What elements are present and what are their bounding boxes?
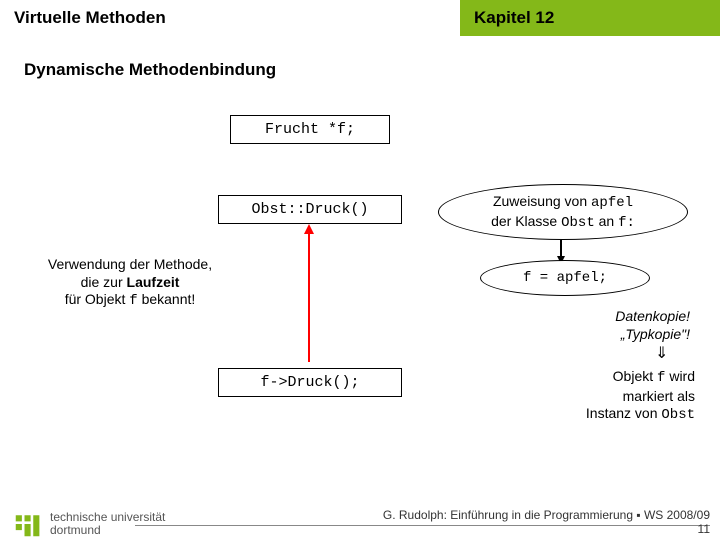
header-title-right: Kapitel 12 — [460, 0, 720, 36]
result-l1-pre: Objekt — [613, 368, 657, 384]
ellipse-assignment-note: Zuweisung von apfel der Klasse Obst an f… — [438, 184, 688, 240]
assign-note-l2-pre: der Klasse — [491, 213, 561, 229]
arrow-up-head — [304, 224, 314, 234]
diagram-area: Frucht *f; Obst::Druck() f->Druck(); Zuw… — [0, 80, 720, 460]
assign-note-l2-code: Obst — [561, 215, 595, 231]
assign-note-l1-code: apfel — [591, 195, 633, 211]
result-l1-post: wird — [665, 368, 695, 384]
box-call: f->Druck(); — [218, 368, 402, 397]
result-l2: markiert als — [623, 388, 695, 404]
box-method: Obst::Druck() — [218, 195, 402, 224]
university-logo: technische universität dortmund — [14, 510, 165, 538]
assign-code-text: f = apfel; — [523, 269, 607, 287]
result-l3-code: Obst — [661, 407, 695, 423]
usage-l2-pre: die zur — [81, 274, 127, 290]
tu-logo-icon — [14, 510, 42, 538]
page-number: 11 — [698, 522, 710, 536]
datenkopie-l1: Datenkopie! — [615, 308, 690, 324]
assign-note-l2-mid: an — [595, 213, 618, 229]
datenkopie-l2: „Typkopie"! — [621, 326, 690, 342]
slide-header: Virtuelle Methoden Kapitel 12 — [0, 0, 720, 36]
usage-l2-b: Laufzeit — [127, 274, 180, 290]
uni-line2: dortmund — [50, 523, 101, 537]
implies-symbol: ⇓ — [655, 344, 668, 364]
arrow-up-line — [308, 230, 310, 362]
datenkopie-text: Datenkopie! „Typkopie"! — [560, 308, 690, 343]
box-declaration: Frucht *f; — [230, 115, 390, 144]
assign-note-l1-pre: Zuweisung von — [493, 193, 591, 209]
usage-l3-pre: für Objekt — [65, 291, 130, 307]
slide-footer: technische universität dortmund G. Rudol… — [0, 492, 720, 540]
university-name: technische universität dortmund — [50, 511, 165, 536]
usage-l3-post: bekannt! — [138, 291, 196, 307]
usage-l3-code: f — [129, 293, 137, 309]
header-title-left: Virtuelle Methoden — [0, 0, 460, 36]
footer-credit: G. Rudolph: Einführung in die Programmie… — [383, 508, 710, 537]
ellipse-assignment-code: f = apfel; — [480, 260, 650, 296]
credit-text: G. Rudolph: Einführung in die Programmie… — [383, 508, 710, 522]
assign-note-l2-code2: f: — [618, 215, 635, 231]
usage-l1: Verwendung der Methode, — [48, 256, 212, 272]
usage-text: Verwendung der Methode, die zur Laufzeit… — [30, 256, 230, 311]
result-text: Objekt f wird markiert als Instanz von O… — [560, 368, 695, 425]
slide-subtitle: Dynamische Methodenbindung — [0, 36, 720, 80]
result-l3-pre: Instanz von — [586, 405, 662, 421]
